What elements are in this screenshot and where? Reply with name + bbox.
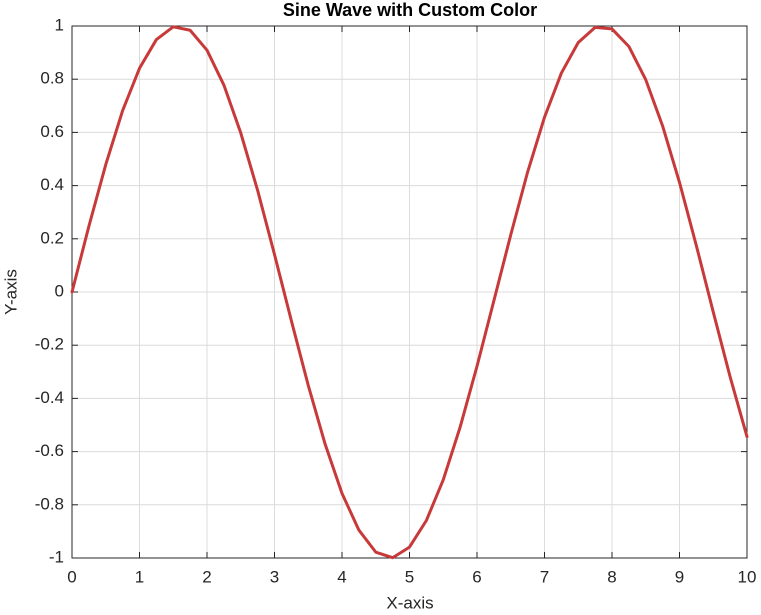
y-tick-label: -1 (49, 547, 64, 566)
x-tick-label: 4 (337, 567, 346, 586)
y-tick-label: 0 (55, 281, 64, 300)
chart-title: Sine Wave with Custom Color (283, 0, 537, 20)
x-tick-label: 0 (67, 567, 76, 586)
y-tick-label: -0.6 (35, 441, 64, 460)
y-tick-label: 0.6 (40, 122, 64, 141)
x-tick-label: 2 (202, 567, 211, 586)
x-tick-label: 6 (472, 567, 481, 586)
x-tick-label: 7 (540, 567, 549, 586)
y-tick-label: 0.2 (40, 228, 64, 247)
y-tick-label: -0.4 (35, 388, 64, 407)
x-tick-label: 3 (270, 567, 279, 586)
x-axis-label: X-axis (386, 593, 433, 612)
x-tick-label: 8 (607, 567, 616, 586)
x-tick-label: 9 (675, 567, 684, 586)
y-axis-label: Y-axis (1, 269, 20, 315)
x-tick-label: 1 (135, 567, 144, 586)
y-tick-label: 1 (55, 15, 64, 34)
y-tick-label: -0.2 (35, 335, 64, 354)
y-tick-label: -0.8 (35, 494, 64, 513)
x-tick-label: 10 (738, 567, 757, 586)
data-line (70, 25, 749, 560)
y-tick-label: 0.8 (40, 69, 64, 88)
x-tick-label: 5 (405, 567, 414, 586)
y-tick-label: 0.4 (40, 175, 64, 194)
